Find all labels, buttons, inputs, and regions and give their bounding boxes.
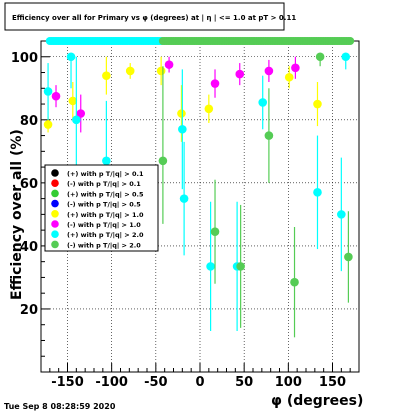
y-tick-label: 20	[20, 303, 38, 318]
data-point	[264, 66, 274, 76]
data-point	[291, 63, 300, 73]
data-point	[235, 69, 245, 79]
data-point	[210, 227, 220, 237]
data-point	[43, 87, 53, 96]
data-point	[236, 262, 245, 271]
edge-marker	[346, 37, 355, 45]
y-tick-label: 100	[11, 51, 38, 66]
legend-label: (-) with p T/|q| > 0.5	[67, 201, 141, 210]
data-point	[156, 66, 166, 76]
y-tick-label: 60	[20, 177, 38, 192]
x-tick-label: 0	[195, 375, 204, 390]
legend-label: (+) with p T/|q| > 0.1	[67, 170, 144, 179]
legend-marker	[51, 240, 59, 249]
legend-marker	[51, 210, 59, 218]
legend-marker	[51, 179, 59, 187]
legend-marker	[51, 199, 59, 208]
x-tick-label: 50	[235, 375, 253, 390]
legend-label: (-) with p T/|q| > 1.0	[67, 221, 141, 230]
data-point	[204, 104, 214, 114]
data-point	[125, 66, 135, 76]
legend-marker	[51, 169, 59, 177]
data-point	[179, 194, 189, 203]
legend: (+) with p T/|q| > 0.1(-) with p T/|q| >…	[44, 164, 159, 252]
x-tick-label: -50	[144, 375, 168, 390]
data-point	[313, 188, 322, 197]
data-point	[290, 277, 299, 287]
timestamp: Tue Sep 8 08:28:59 2020	[4, 402, 116, 411]
data-point	[51, 91, 61, 101]
legend-label: (-) with p T/|q| > 0.1	[67, 180, 141, 189]
data-point	[337, 210, 346, 219]
data-point	[164, 60, 174, 69]
legend-label: (-) with p T/|q| > 2.0	[67, 241, 141, 250]
data-point	[284, 72, 294, 82]
data-point	[158, 156, 168, 166]
x-tick-label: -150	[51, 375, 84, 390]
data-point	[68, 96, 78, 106]
x-tick-label: 150	[319, 375, 346, 390]
data-point	[66, 52, 76, 62]
chart-title: Efficiency over all for Primary vs φ (de…	[12, 14, 296, 23]
x-axis-title: φ (degrees)	[271, 393, 363, 409]
data-point	[102, 156, 111, 166]
legend-marker	[51, 189, 59, 198]
title-box	[4, 2, 285, 31]
data-point	[43, 120, 53, 129]
legend-marker	[51, 230, 59, 238]
x-tick-label: 100	[275, 375, 302, 390]
data-point	[315, 52, 325, 62]
data-point	[210, 79, 220, 88]
data-point	[341, 52, 351, 62]
data-point	[76, 109, 86, 118]
y-tick-label: 80	[20, 114, 38, 129]
data-point	[206, 262, 215, 271]
legend-box	[44, 164, 159, 252]
legend-label: (+) with p T/|q| > 0.5	[67, 190, 144, 199]
y-axis-title: Efficiency over all (%)	[9, 129, 25, 300]
data-point	[177, 109, 186, 118]
data-point	[313, 99, 322, 109]
x-tick-label: -100	[95, 375, 128, 390]
legend-label: (+) with p T/|q| > 1.0	[67, 211, 144, 220]
axes: -150 -100 -50 0 50 100 150 20 40 60 80 100	[11, 51, 351, 390]
data-point	[178, 124, 187, 134]
y-tick-label: 40	[20, 240, 38, 255]
data-point	[72, 115, 81, 125]
legend-label: (+) with p T/|q| > 2.0	[67, 231, 144, 240]
data-point	[264, 131, 274, 140]
data-point	[258, 98, 268, 107]
legend-marker	[51, 220, 59, 228]
data-points	[43, 37, 355, 338]
data-point	[344, 252, 353, 262]
data-point	[102, 71, 111, 80]
